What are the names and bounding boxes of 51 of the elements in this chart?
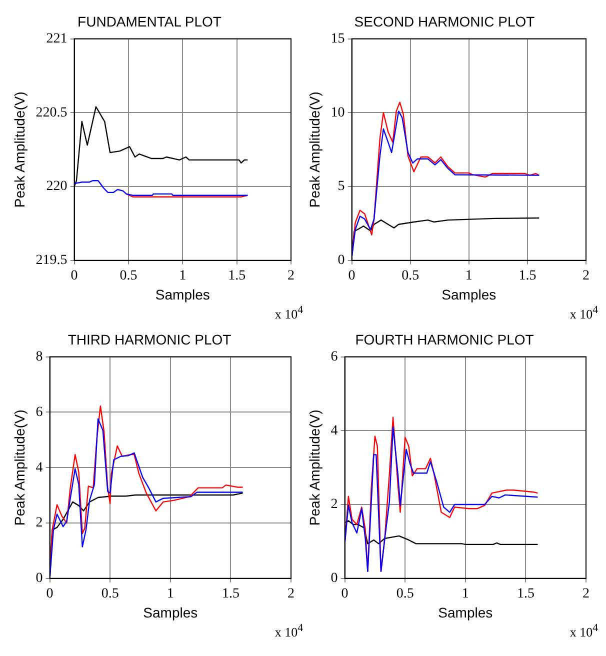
x-tick-label: 0 bbox=[70, 268, 78, 284]
chart-title: FUNDAMENTAL PLOT bbox=[78, 13, 222, 30]
y-tick-label: 220 bbox=[46, 179, 68, 194]
x-tick-label: 0.5 bbox=[120, 268, 138, 284]
x-tick-label: 1.5 bbox=[516, 586, 534, 602]
x-tick-label: 1.5 bbox=[222, 586, 240, 602]
y-tick-label: 10 bbox=[330, 105, 345, 120]
x-tick-label: 1.5 bbox=[518, 268, 536, 284]
y-tick-label: 2 bbox=[330, 497, 338, 512]
x-tick-label: 0.5 bbox=[396, 586, 414, 602]
y-tick-label: 4 bbox=[36, 460, 43, 476]
y-axis-title: Peak Amplitude(V) bbox=[11, 92, 28, 208]
y-axis-title: Peak Amplitude(V) bbox=[11, 410, 28, 526]
x-tick-label: 2 bbox=[288, 586, 294, 602]
y-tick-label: 2 bbox=[36, 516, 43, 531]
text: x 10$^{4}$ bbox=[570, 622, 598, 640]
y-tick-label: 220.5 bbox=[36, 105, 68, 120]
y-tick-label: 0 bbox=[330, 571, 338, 586]
text: x 10$^{4}$ bbox=[570, 304, 598, 322]
y-tick-label: 5 bbox=[338, 179, 345, 194]
text: x 10$^{4}$ bbox=[274, 622, 303, 640]
x-tick-label: 1 bbox=[465, 268, 472, 284]
y-tick-label: 219.5 bbox=[36, 253, 68, 268]
y-tick-label: 4 bbox=[330, 423, 338, 438]
x-axis-title: Samples bbox=[442, 286, 496, 302]
x-tick-label: 1 bbox=[166, 586, 174, 602]
x-tick-label: 0.5 bbox=[402, 268, 420, 284]
chart-title: THIRD HARMONIC PLOT bbox=[68, 331, 232, 348]
x-axis-title: Samples bbox=[438, 604, 493, 620]
x-tick-label: 2 bbox=[288, 268, 294, 284]
x-tick-label: 2 bbox=[582, 586, 590, 602]
x-axis-title: Samples bbox=[155, 286, 210, 302]
y-tick-label: 6 bbox=[36, 404, 43, 420]
x-tick-label: 1 bbox=[462, 586, 469, 602]
y-tick-label: 0 bbox=[338, 253, 345, 268]
y-tick-label: 15 bbox=[330, 31, 345, 46]
y-tick-label: 221 bbox=[46, 31, 68, 46]
chart-title: SECOND HARMONIC PLOT bbox=[354, 13, 536, 30]
x-axis-title: Samples bbox=[143, 604, 198, 620]
y-tick-label: 0 bbox=[36, 571, 43, 586]
y-axis-title: Peak Amplitude(V) bbox=[306, 410, 322, 526]
x-tick-label: 1.5 bbox=[228, 268, 246, 284]
x-tick-label: 0 bbox=[348, 268, 356, 284]
text: x 10$^{4}$ bbox=[274, 304, 303, 322]
y-axis-title: Peak Amplitude(V) bbox=[306, 92, 322, 208]
y-tick-label: 8 bbox=[36, 349, 43, 364]
y-tick-label: 6 bbox=[330, 349, 338, 364]
x-tick-label: 2 bbox=[582, 268, 590, 284]
chart-title: FOURTH HARMONIC PLOT bbox=[355, 331, 534, 348]
x-tick-label: 0.5 bbox=[101, 586, 119, 602]
x-tick-label: 1 bbox=[179, 268, 186, 284]
